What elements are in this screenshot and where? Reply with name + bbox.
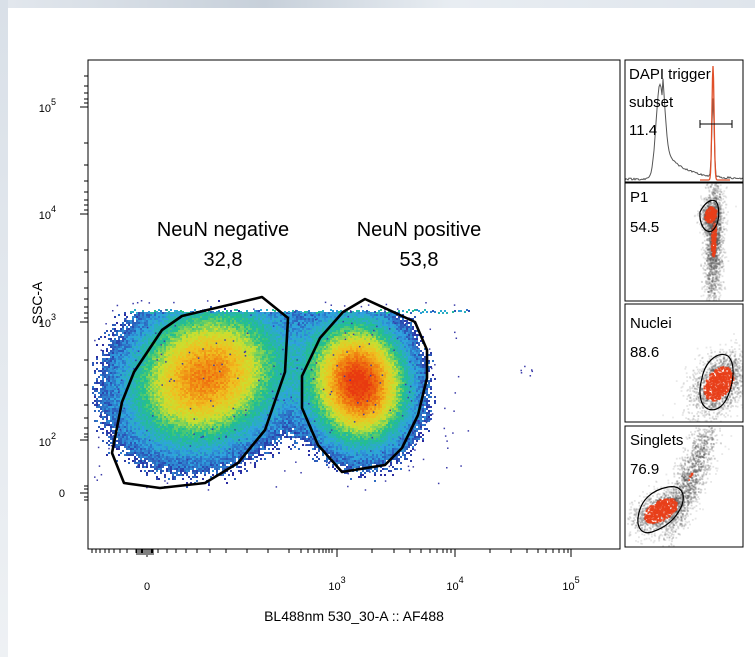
singlets-density-plot <box>625 426 733 547</box>
y-tick-label-5: 105 <box>39 97 56 115</box>
y-tick-label-4: 104 <box>39 204 56 222</box>
x-tick-label-4: 104 <box>446 575 463 593</box>
panel-label-dapi-2: subset <box>629 94 674 111</box>
panel-value-singlets: 76.9 <box>630 461 659 478</box>
gate-singlets <box>637 486 684 534</box>
gate-neun-positive <box>300 297 429 474</box>
p1-density-plot <box>693 183 737 301</box>
x-tick-label-0: 0 <box>144 581 150 593</box>
gate-label-neun-negative: NeuN negative <box>157 219 289 241</box>
panel-frame-dapi <box>624 59 744 183</box>
panel-frame-p1 <box>624 182 744 302</box>
gates <box>110 295 429 490</box>
x-axis-title: BL488nm 530_30-A :: AF488 <box>264 608 444 624</box>
x-tick-label-5: 105 <box>562 575 579 593</box>
gate-value-neun-negative: 32,8 <box>204 249 243 271</box>
x-tick-label-3: 103 <box>328 575 345 593</box>
main-density-plot <box>92 300 534 491</box>
gate-label-neun-positive: NeuN positive <box>357 219 482 241</box>
histogram-range-marker <box>699 120 733 128</box>
main-plot-frame <box>87 59 621 550</box>
y-tick-label-3: 103 <box>39 312 56 330</box>
gate-neun-negative <box>110 295 290 490</box>
y-axis-title: SSC-A <box>29 281 45 324</box>
axis-ticks <box>80 75 572 557</box>
panel-label-singlets: Singlets <box>630 432 683 449</box>
background-edge <box>0 0 8 657</box>
gate-p1 <box>699 199 720 233</box>
y-tick-label-2: 102 <box>39 431 56 449</box>
panel-value-p1: 54.5 <box>630 219 659 236</box>
y-tick-label-0: 0 <box>59 488 65 500</box>
panel-label-p1: P1 <box>630 189 648 206</box>
panel-label-dapi-1: DAPI trigger <box>629 66 711 83</box>
panel-value-nuclei: 88.6 <box>630 344 659 361</box>
panel-label-nuclei: Nuclei <box>630 315 672 332</box>
gate-value-neun-positive: 53,8 <box>400 249 439 271</box>
panel-frame-singlets <box>624 425 744 548</box>
dapi-histogram <box>625 65 743 181</box>
gate-nuclei <box>699 353 734 411</box>
panel-frame-nuclei <box>624 303 744 423</box>
nuclei-density-plot <box>662 333 743 422</box>
panel-value-dapi: 11.4 <box>629 122 657 139</box>
